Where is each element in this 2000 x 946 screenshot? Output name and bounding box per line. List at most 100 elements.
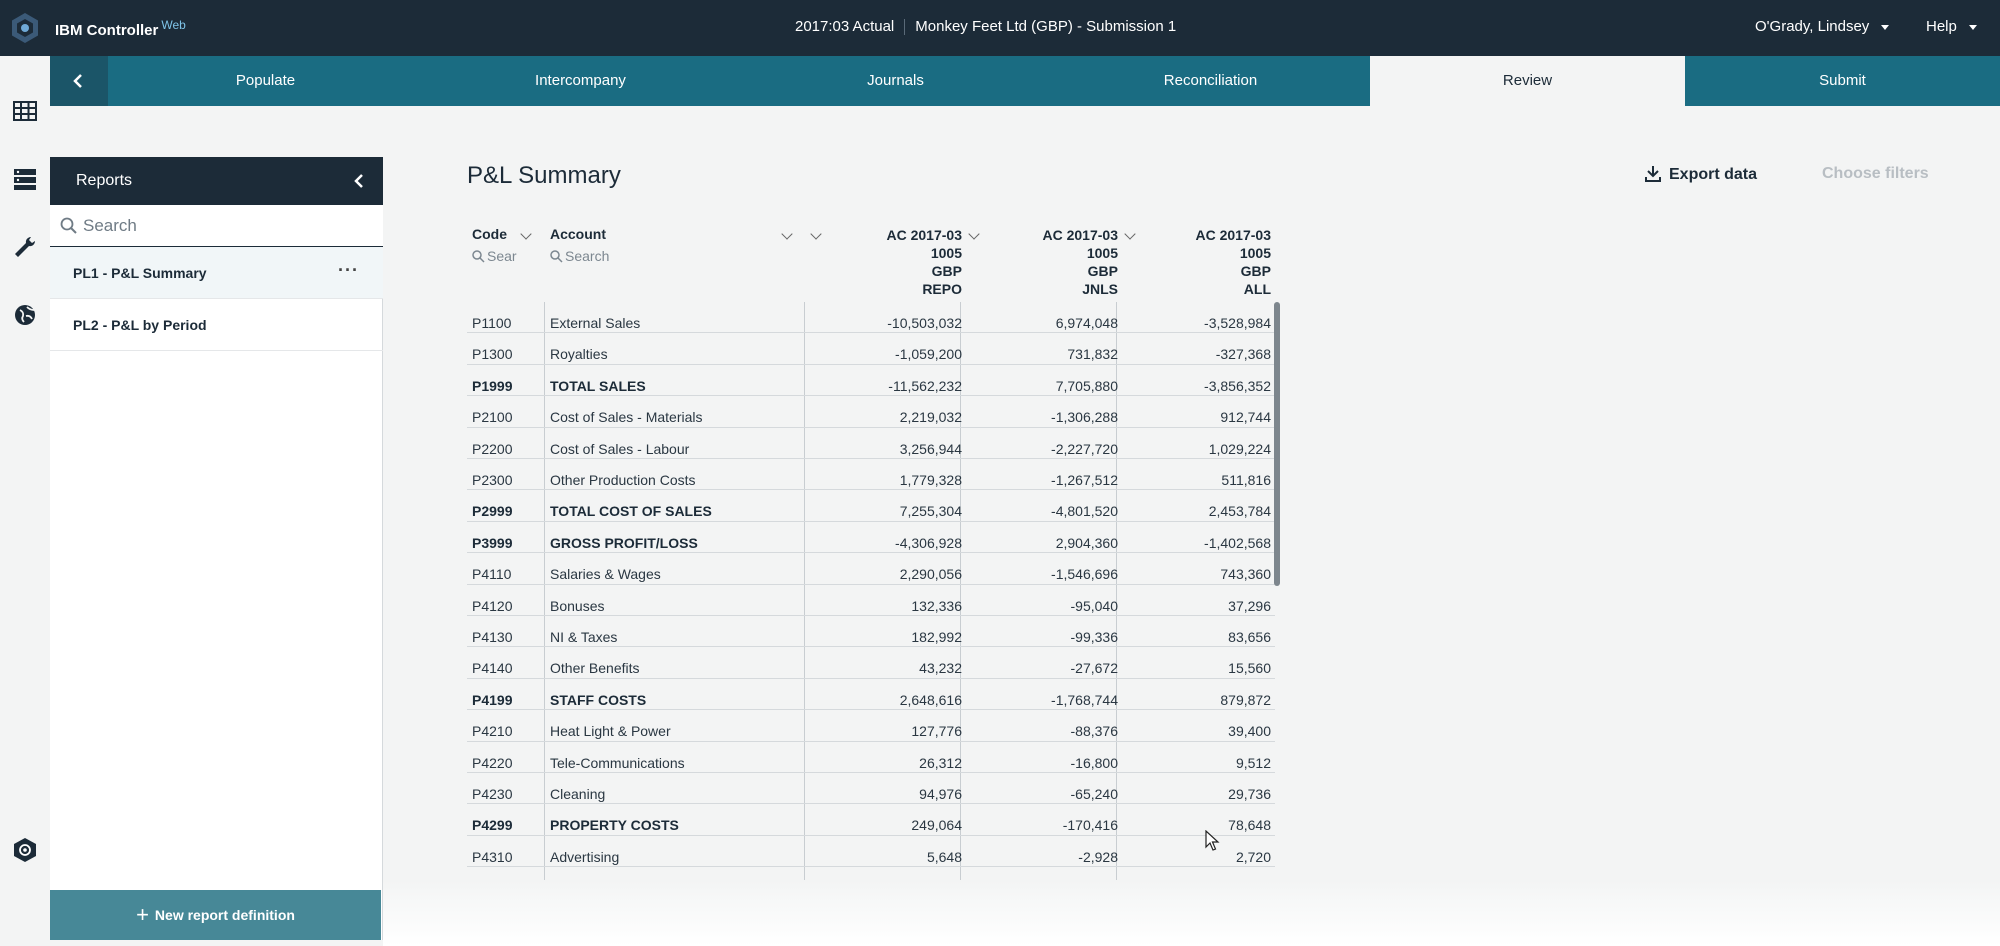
code-cell: P4220 [472,754,513,771]
table-row[interactable]: P2300 Other Production Costs 1,779,328 -1,2… [467,459,1275,491]
repo-value-cell: 127,776 [911,723,962,740]
grid-scrollbar[interactable] [1274,302,1280,586]
repo-value-cell: 7,255,304 [899,503,962,520]
code-cell: P4310 [472,848,513,865]
workflow-tabs: Populate Intercompany Journals Reconcili… [50,56,2000,106]
table-row[interactable]: P2200 Cost of Sales - Labour 3,256,944 -2,2… [467,428,1275,459]
table-row[interactable]: P1999 TOTAL SALES -11,562,232 7,705,880 -3,8… [467,365,1275,397]
all-value-cell: 1,029,224 [1208,440,1271,457]
chevron-down-icon[interactable] [781,228,793,240]
new-report-definition-button[interactable]: + New report definition [50,890,381,940]
more-options-icon[interactable]: ··· [338,260,359,280]
jnls-value-cell: -95,040 [1070,597,1118,614]
table-row[interactable]: P4140 Other Benefits 43,232 -27,672 15,560 [467,647,1275,679]
jnls-value-cell: 731,832 [1067,346,1118,363]
repo-value-cell: 132,336 [911,597,962,614]
repo-value-cell: -4,306,928 [895,534,962,551]
account-cell: TOTAL SALES [550,377,646,394]
chevron-down-icon[interactable] [1124,228,1136,240]
submission-context[interactable]: 2017:03 Actual Monkey Feet Ltd (GBP) - Su… [795,18,1176,36]
column-divider [1116,302,1117,882]
repo-value-cell: -11,562,232 [888,377,962,394]
help-menu[interactable]: Help [1926,18,1977,35]
all-value-cell: 83,656 [1228,629,1271,645]
search-icon [472,250,485,263]
all-value-cell: 912,744 [1220,409,1271,426]
code-cell: P1999 [472,377,513,394]
tab-journals[interactable]: Journals [867,72,924,89]
all-value-cell: 2,453,784 [1208,503,1271,520]
table-row[interactable]: P4110 Salaries & Wages 2,290,056 -1,546,696… [467,553,1275,585]
chevron-down-icon[interactable] [520,228,532,240]
table-row[interactable]: P4199 STAFF COSTS 2,648,616 -1,768,744 879,8… [467,679,1275,711]
table-row[interactable]: P4220 Tele-Communications 26,312 -16,800 9,5… [467,742,1275,773]
table-row[interactable]: P1100 External Sales -10,503,032 6,974,048 -… [467,302,1275,334]
reports-header: Reports [50,157,383,205]
globe-icon[interactable] [12,302,38,328]
bottom-fade [383,880,2000,946]
code-filter[interactable]: Sear [472,248,517,264]
table-row[interactable]: P4230 Cleaning 94,976 -65,240 29,736 [467,773,1275,805]
jnls-value-cell: -65,240 [1070,786,1118,802]
account-cell: NI & Taxes [550,629,618,645]
choose-filters-button[interactable]: Choose filters [1822,165,1929,182]
export-data-button[interactable]: Export data [1645,165,1757,184]
account-filter[interactable]: Search [550,248,609,264]
table-row[interactable]: P4120 Bonuses 132,336 -95,040 37,296 [467,585,1275,616]
tab-populate[interactable]: Populate [235,72,296,89]
user-menu[interactable]: O'Grady, Lindsey [1755,18,1890,35]
table-row[interactable]: P2100 Cost of Sales - Materials 2,219,032 -… [467,396,1275,428]
reports-search-input[interactable] [83,213,363,239]
reports-panel: Reports PL1 - P&L Summary ··· PL2 - P&L … [50,157,383,940]
reports-title: Reports [76,172,133,189]
jnls-value-cell: -170,416 [1062,817,1118,834]
table-row[interactable]: P3999 GROSS PROFIT/LOSS -4,306,928 2,904,36… [467,522,1275,554]
repo-value-cell: 2,290,056 [899,566,962,583]
table-row[interactable]: P2999 TOTAL COST OF SALES 7,255,304 -4,801,… [467,490,1275,522]
table-row[interactable]: P4299 PROPERTY COSTS 249,064 -170,416 78,648 [467,804,1275,836]
repo-value-cell: 1,779,328 [899,472,962,488]
account-cell: External Sales [550,315,641,331]
code-cell: P1300 [472,346,513,363]
report-item-pl1[interactable]: PL1 - P&L Summary ··· [50,247,383,299]
account-cell: Heat Light & Power [550,723,671,740]
account-cell: Cleaning [550,786,606,802]
jnls-value-cell: -1,546,696 [1051,566,1118,583]
column-header-jnls[interactable]: AC 2017-03 1005 GBP JNLS [1042,227,1119,297]
server-icon[interactable] [12,166,38,192]
column-divider [960,302,961,882]
table-row[interactable]: P4210 Heat Light & Power 127,776 -88,376 39,… [467,710,1275,742]
back-button[interactable] [50,56,108,106]
tab-reconciliation[interactable]: Reconciliation [1163,72,1258,89]
column-header-account[interactable]: Account [550,226,606,242]
column-header-repo[interactable]: AC 2017-03 1005 GBP REPO [886,227,963,297]
account-cell: Tele-Communications [550,754,685,771]
column-header-code[interactable]: Code [472,226,507,242]
table-row[interactable]: P1300 Royalties -1,059,200 731,832 -327,368 [467,333,1275,365]
tab-submit[interactable]: Submit [1819,72,1866,89]
code-cell: P4120 [472,597,513,614]
settings-hex-icon[interactable] [12,837,38,863]
collapse-panel-icon[interactable] [353,173,365,189]
chevron-down-icon[interactable] [968,228,980,240]
table-row[interactable]: P4130 NI & Taxes 182,992 -99,336 83,656 [467,616,1275,648]
jnls-value-cell: 6,974,048 [1055,315,1118,331]
code-cell: P2200 [472,440,513,457]
all-value-cell: -3,856,352 [1204,377,1271,394]
tab-intercompany[interactable]: Intercompany [535,72,626,89]
jnls-value-cell: -27,672 [1070,660,1118,677]
wrench-icon[interactable] [12,234,38,260]
report-item-pl2[interactable]: PL2 - P&L by Period [50,299,383,351]
table-row[interactable]: P4310 Advertising 5,648 -2,928 2,720 [467,836,1275,868]
repo-value-cell: 5,648 [926,848,962,865]
account-cell: Salaries & Wages [550,566,661,583]
column-header-all[interactable]: AC 2017-03 1005 GBP ALL [1195,227,1272,297]
mouse-cursor-icon [1205,830,1220,851]
tab-review[interactable]: Review [1370,56,1685,106]
repo-value-cell: 94,976 [919,786,962,802]
grid-icon[interactable] [12,98,38,124]
account-cell: Cost of Sales - Labour [550,440,690,457]
jnls-value-cell: -99,336 [1070,629,1118,645]
chevron-down-icon[interactable] [810,228,822,240]
account-cell: STAFF COSTS [550,691,647,708]
